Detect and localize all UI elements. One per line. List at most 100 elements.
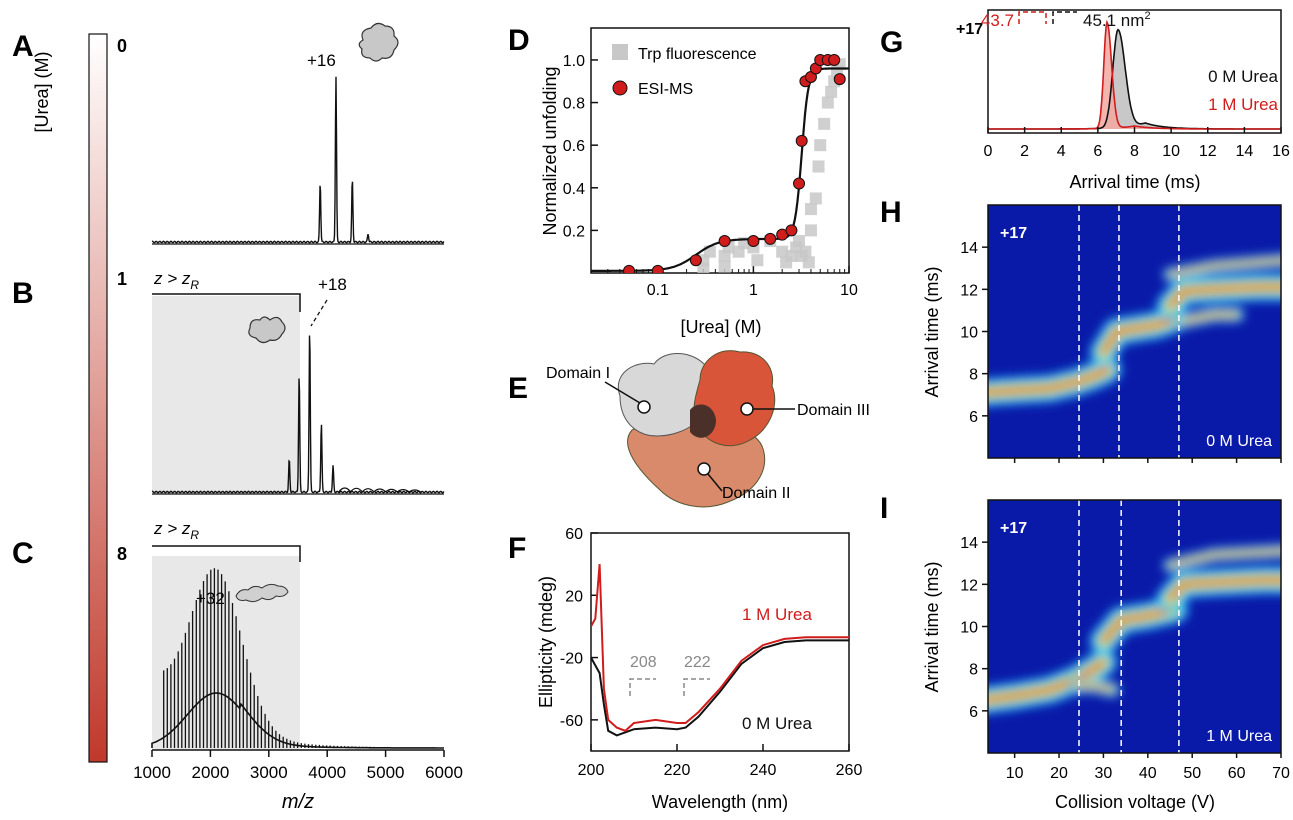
colorbar-label: [Urea] (M): [32, 52, 52, 133]
heatmap-band: [1167, 577, 1281, 603]
urea-level-a: 0: [117, 36, 127, 56]
urea-colorbar: [Urea] (M): [32, 33, 108, 763]
bracket-c: [152, 545, 301, 562]
esi-point: [764, 232, 777, 245]
colorbar-gradient: [88, 33, 108, 763]
x-tick-label: 10: [1006, 765, 1024, 782]
x-tick-label-d: 10: [840, 282, 858, 299]
y-tick-label: 14: [960, 535, 978, 552]
panel-g-atd: 0 2 4 6 8 10 12 14 16 +17 43.7 45.1 nm2 0 M Urea…: [956, 9, 1290, 192]
trp-point: [818, 117, 831, 130]
spectrum-b: [151, 335, 445, 494]
plot-area-g: [988, 19, 1281, 130]
y-axis-label-f: Ellipticity (mdeg): [536, 576, 556, 708]
bracket-222: [683, 678, 710, 696]
esi-point: [793, 177, 806, 190]
protein-structure: [617, 350, 776, 508]
trp-point: [799, 245, 812, 258]
domain-iii-marker: [740, 402, 754, 416]
x-tick-label-c: 2000: [191, 763, 229, 782]
trp-point: [812, 160, 825, 173]
x-axis-label-i: Collision voltage (V): [1055, 792, 1215, 812]
panel-f-cd: 200 220 240 260 60 20 -20 -60 Ellipticity (mdeg…: [536, 526, 862, 812]
panel-label-f: F: [508, 532, 526, 565]
panel-label-i: I: [880, 492, 888, 525]
x-axis-label-f: Wavelength (nm): [652, 792, 788, 812]
y-tick-label: 6: [969, 704, 978, 721]
y-tick-label-d: 1.0: [563, 53, 585, 70]
domain-i-marker: [637, 400, 651, 414]
axes-i: 6 8 10 12 14 10 20 30 40 50 60 70: [960, 535, 1290, 782]
domain-i-label: Domain I: [546, 365, 610, 382]
esi-point: [718, 235, 731, 248]
esi-point: [785, 224, 798, 237]
x-tick-label: 20: [1050, 765, 1068, 782]
series-label-f-0m: 0 M Urea: [742, 714, 812, 733]
bracket-208: [629, 678, 656, 696]
trp-point: [697, 262, 710, 273]
panel-h-ciu: 6 8 10 12 14 +17 0 M Urea Arrival time (ms): [922, 204, 1282, 463]
charge-label-h: +17: [1000, 225, 1027, 242]
x-tick-label-c: 6000: [425, 763, 463, 782]
axes-h: 6 8 10 12 14: [960, 240, 1282, 463]
bracket-b: [152, 293, 301, 312]
y-tick-label: 10: [960, 620, 978, 637]
y-tick-label-d: 0.6: [563, 138, 585, 155]
charge-label-g: +17: [956, 21, 983, 38]
x-tick-label-f: 220: [664, 762, 691, 779]
legend-marker-esi: [612, 80, 628, 96]
heatmap-band: [1100, 315, 1178, 356]
x-tick-label-c: 1000: [133, 763, 171, 782]
esi-point: [795, 134, 808, 147]
urea-level-c: 8: [117, 544, 127, 564]
plot-area-f: [591, 564, 849, 737]
x-tick-label-g: 10: [1162, 143, 1180, 160]
panel-e-structure: Domain I Domain III Domain II: [546, 350, 870, 508]
bracket-45-1: [1052, 11, 1077, 24]
trp-point: [804, 224, 817, 237]
bracket-label-b: z > zR: [153, 269, 199, 292]
plot-frame-f: [590, 532, 850, 752]
panel-label-d: D: [508, 24, 530, 57]
spectrum-b-tail: [338, 487, 422, 493]
panel-d-unfolding: 0.1 1 10 0.2 0.4 0.6 0.8 1.0 Normalized unfoldi…: [540, 27, 858, 337]
x-tick-label-c: 3000: [250, 763, 288, 782]
legend-label-trp: Trp fluorescence: [638, 46, 757, 63]
trp-point: [809, 192, 822, 205]
x-tick-label: 50: [1183, 765, 1201, 782]
condition-label-i: 1 M Urea: [1206, 728, 1272, 745]
spectrum-a: [151, 76, 445, 244]
heatmap-band: [1181, 312, 1239, 323]
x-tick-label: 40: [1139, 765, 1157, 782]
esi-point: [689, 254, 702, 267]
legend-marker-trp: [612, 44, 628, 60]
spectrum-c-envelope: [151, 692, 444, 749]
bracket-43-7: [1018, 11, 1047, 24]
y-tick-label-f: 20: [565, 588, 583, 605]
x-tick-label: 30: [1095, 765, 1113, 782]
annotation-43-7: 43.7: [981, 11, 1014, 30]
domain-iii-label: Domain III: [797, 402, 870, 419]
folded-protein-icon: [358, 22, 399, 62]
y-tick-label-f: -60: [560, 713, 583, 730]
charge-label-b: +18: [318, 275, 347, 294]
x-tick-label-g: 6: [1093, 143, 1102, 160]
esi-point: [651, 264, 664, 273]
heatmap-band: [988, 659, 1107, 703]
x-tick-label-g: 8: [1130, 143, 1139, 160]
x-axis-label-d: [Urea] (M): [681, 317, 762, 337]
annotation-208: 208: [630, 654, 657, 671]
x-tick-label-c: 4000: [308, 763, 346, 782]
panel-label-a: A: [12, 30, 34, 63]
trp-point: [825, 85, 838, 98]
series-label-f-1m: 1 M Urea: [742, 605, 812, 624]
charge-label-a: +16: [307, 51, 336, 70]
y-tick-label: 10: [960, 325, 978, 342]
x-tick-label-g: 14: [1235, 143, 1253, 160]
y-axis-label-d: Normalized unfolding: [540, 66, 560, 235]
charge-label-i: +17: [1000, 520, 1027, 537]
y-tick-label: 14: [960, 240, 978, 257]
x-axis-label-g: Arrival time (ms): [1070, 172, 1201, 192]
y-tick-label-d: 0.8: [563, 96, 585, 113]
y-axis-label-h: Arrival time (ms): [922, 267, 942, 398]
